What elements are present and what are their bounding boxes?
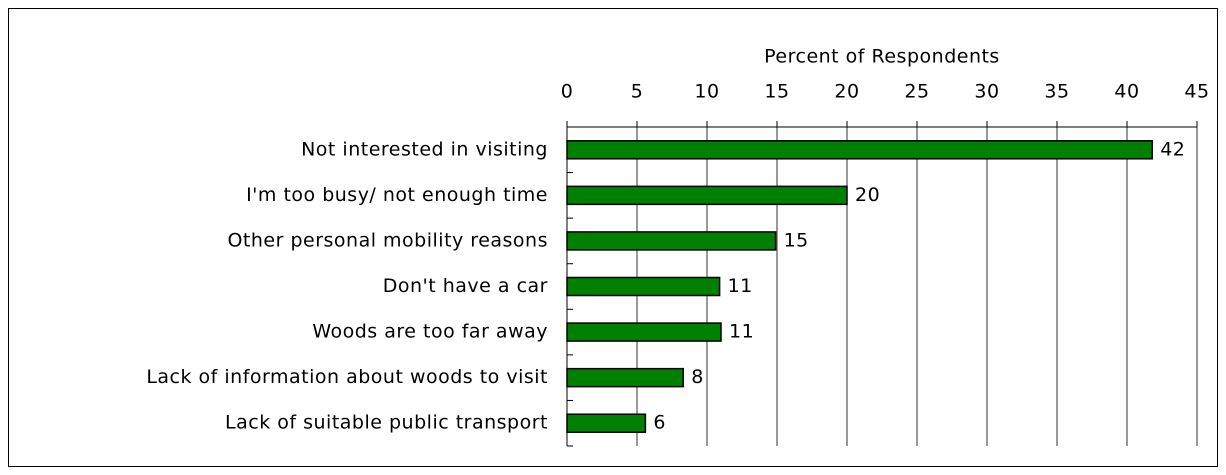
x-tick-label: 15: [764, 81, 789, 103]
y-tick-label: I'm too busy/ not enough time: [246, 184, 548, 206]
bar: [566, 413, 647, 433]
bar: [566, 276, 721, 297]
data-label: 8: [691, 366, 704, 388]
y-tick-label: Don't have a car: [383, 275, 548, 297]
data-label: 11: [728, 275, 753, 297]
y-tick-label: Lack of suitable public transport: [225, 412, 548, 434]
y-tick-label: Not interested in visiting: [301, 138, 548, 160]
data-label: 15: [784, 229, 809, 251]
data-label: 11: [729, 321, 754, 343]
axis-title: Percent of Respondents: [764, 46, 1000, 68]
data-label: 20: [855, 184, 880, 206]
y-tick-label: Woods are too far away: [312, 321, 548, 343]
x-tick-label: 10: [694, 81, 719, 103]
x-tick-label: 0: [561, 81, 574, 103]
bar: [566, 140, 1153, 160]
x-tick-label: 45: [1184, 81, 1209, 103]
bar: [566, 367, 684, 388]
x-tick-label: 20: [834, 81, 859, 103]
data-label: 42: [1160, 138, 1185, 160]
y-tick-label: Lack of information about woods to visit: [146, 366, 548, 388]
x-tick-label: 35: [1044, 81, 1069, 103]
bar: [566, 231, 777, 251]
x-tick-label: 40: [1114, 81, 1139, 103]
bar: [566, 185, 848, 206]
x-tick-label: 5: [631, 81, 644, 103]
x-tick-label: 25: [904, 81, 929, 103]
data-label: 6: [653, 412, 666, 434]
y-tick-label: Other personal mobility reasons: [227, 229, 548, 251]
bar: [566, 322, 722, 342]
x-tick-label: 30: [974, 81, 999, 103]
